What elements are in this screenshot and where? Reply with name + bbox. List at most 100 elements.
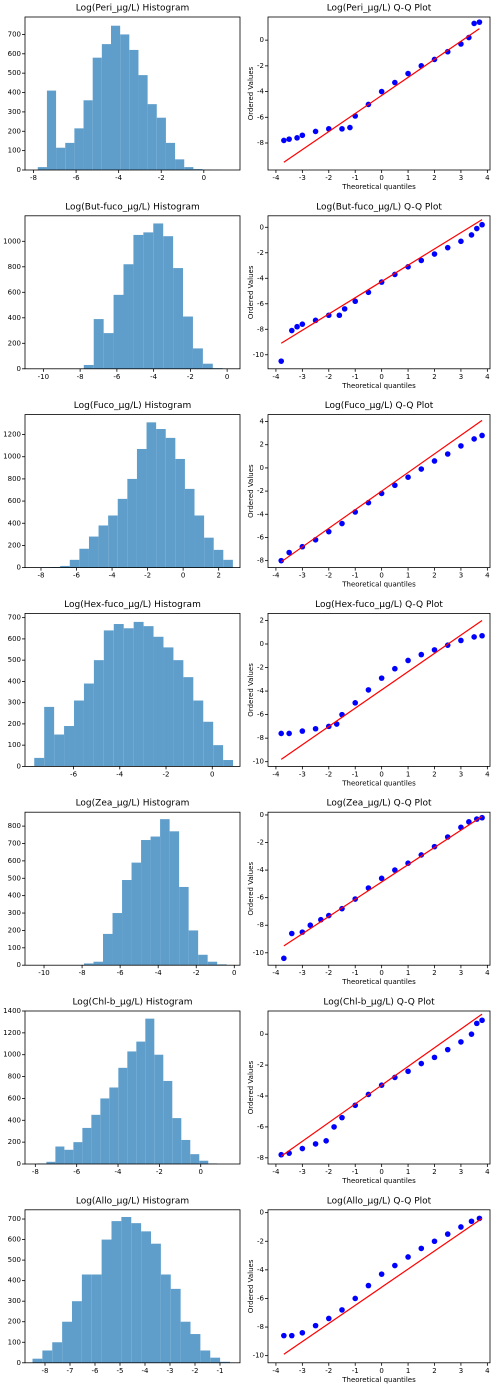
bar [103,333,114,369]
x-axis-label: Theoretical quantiles [341,1376,416,1384]
x-tick-label: -1 [352,572,359,580]
y-tick-label: 0 [260,1209,264,1217]
x-tick-label: -8 [77,373,84,381]
x-tick-label: -4 [115,1168,123,1176]
y-tick-label: 0 [260,640,264,648]
x-tick-label: -1 [352,969,359,977]
bar [146,422,157,568]
point [405,657,411,664]
x-tick-label: 1 [406,1168,410,1176]
x-tick-label: -2 [325,373,332,381]
bar [138,75,148,170]
y-tick-label: -2 [257,1237,264,1245]
bar [103,933,113,966]
y-tick-label: 400 [8,892,21,900]
y-tick-label: -4 [257,687,265,695]
y-tick-label: -8 [257,139,264,147]
point [444,48,451,55]
y-axis-label: Ordered Values [247,464,255,518]
point [392,665,398,672]
bar [180,1321,191,1363]
x-axis-label: Theoretical quantiles [341,1177,416,1185]
bar [192,348,203,369]
y-tick-label: 0 [17,365,21,373]
y-tick-label: -10 [253,758,264,766]
y-tick-label: -10 [253,949,264,957]
bar [111,1221,122,1363]
point [339,126,345,132]
point [339,1307,345,1313]
point [312,1322,319,1329]
bar [127,478,137,568]
x-tick-label: -7 [67,1367,74,1375]
x-tick-label: -2 [325,1367,332,1375]
point [471,20,477,27]
bar [121,1216,132,1363]
bar [93,319,104,369]
point [468,1218,475,1225]
bar [173,660,184,767]
y-tick-label: -2 [257,487,264,495]
x-tick-label: -2 [144,572,151,580]
bar [169,831,180,966]
x-tick-label: -6 [117,969,125,977]
x-tick-label: 3 [459,174,463,182]
x-tick-label: -1 [352,174,359,182]
bar [163,647,174,767]
y-tick-label: 1400 [3,1007,21,1015]
bar [79,548,89,568]
bar [153,636,164,767]
x-tick-label: 2 [432,373,436,381]
x-tick-label: -6 [73,174,81,182]
x-tick-label: -1 [352,1168,359,1176]
bar [117,498,128,568]
point [352,1102,359,1109]
bar [129,49,139,170]
x-tick-label: 2 [432,1367,436,1375]
bar [52,1342,63,1363]
x-tick-label: -4 [272,1168,280,1176]
y-tick-label: -8 [257,1323,264,1331]
y-tick-label: 800 [8,263,21,271]
point [479,1017,485,1024]
y-tick-label: 200 [8,1318,21,1326]
bar [122,880,132,966]
bar [69,559,80,568]
bar [37,167,47,170]
plot-frame [267,613,491,767]
point [468,1031,475,1037]
y-tick-label: 100 [8,147,21,155]
y-tick-label: 600 [8,857,21,865]
y-tick-label: -10 [253,1352,264,1360]
fit-line [283,1217,483,1355]
fit-line [283,28,480,163]
plot-frame [24,613,241,767]
bar [91,1114,101,1164]
y-tick-label: 1000 [3,453,21,461]
point [288,930,295,937]
point [336,312,343,319]
point [365,687,372,693]
x-tick-label: 3 [459,969,463,977]
bar [136,448,147,568]
x-tick-label: -4 [272,969,280,977]
point [312,725,319,732]
x-tick-label: 1 [406,1367,410,1375]
x-tick-label: 1 [406,770,410,778]
bar [123,264,134,369]
bar [183,677,194,767]
x-tick-label: 1 [406,969,410,977]
bar [193,169,203,170]
point [352,700,359,706]
x-tick-label: -6 [73,572,81,580]
plot-frame [267,1010,491,1165]
y-axis-label: Ordered Values [247,862,255,916]
y-tick-label: 100 [8,741,21,749]
x-tick-label: -6 [70,770,78,778]
y-tick-label: 600 [8,288,21,296]
chart-title: Log(Peri_µg/L) Q-Q Plot [327,4,432,14]
y-tick-label: 400 [8,1116,21,1124]
y-tick-label: -2 [257,249,264,257]
x-tick-label: -8 [30,174,37,182]
x-tick-label: -1 [352,1367,359,1375]
